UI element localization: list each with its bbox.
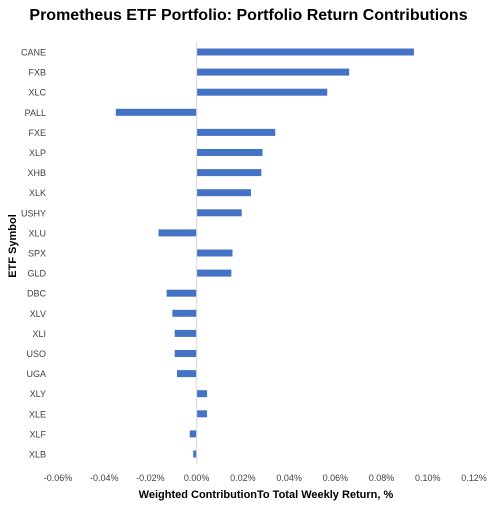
y-tick-label-ushy: USHY: [21, 208, 46, 218]
bar-xlc: [196, 88, 328, 96]
chart-title: Prometheus ETF Portfolio: Portfolio Retu…: [29, 7, 468, 24]
bar-xhb: [196, 169, 262, 177]
y-tick-label-uga: UGA: [26, 369, 46, 379]
bar-xlp: [196, 149, 263, 156]
bar-xli: [174, 329, 197, 337]
y-tick-label-xlb: XLB: [29, 450, 46, 460]
bar-fxe: [196, 128, 276, 136]
y-tick-label-xlc: XLC: [28, 88, 46, 98]
bar-spx: [196, 249, 233, 257]
bar-gld: [196, 269, 232, 277]
y-tick-label-pall: PALL: [25, 108, 46, 118]
x-tick-label: 0.06%: [323, 473, 349, 483]
bar-uga: [177, 370, 197, 378]
y-tick-label-xlp: XLP: [29, 148, 46, 158]
y-tick-label-xlv: XLV: [30, 309, 46, 319]
y-tick-label-xli: XLI: [32, 329, 46, 339]
bar-fxb: [196, 68, 350, 76]
y-tick-label-xle: XLE: [29, 409, 46, 419]
bar-xlu: [158, 229, 197, 237]
x-tick-label: 0.10%: [415, 473, 441, 483]
x-tick-label: 0.02%: [230, 473, 256, 483]
y-tick-label-xly: XLY: [30, 389, 46, 399]
bar-cane: [196, 48, 414, 56]
y-tick-label-xhb: XHB: [27, 168, 46, 178]
y-tick-label-dbc: DBC: [27, 289, 47, 299]
x-tick-label: 0.08%: [369, 473, 395, 483]
y-axis-label: ETF Symbol: [7, 214, 19, 278]
y-tick-label-fxe: FXE: [28, 128, 46, 138]
bar-xlk: [196, 189, 251, 197]
x-tick-label: 0.00%: [184, 473, 210, 483]
x-tick-label: -0.04%: [90, 473, 119, 483]
bar-xlb: [193, 450, 197, 458]
y-tick-label-xlf: XLF: [29, 429, 46, 439]
y-tick-label-fxb: FXB: [28, 68, 46, 78]
bar-uso: [174, 350, 197, 357]
x-tick-label: -0.06%: [44, 473, 73, 483]
y-tick-label-spx: SPX: [28, 249, 46, 259]
y-tick-label-xlk: XLK: [29, 188, 46, 198]
y-tick-label-uso: USO: [26, 349, 46, 359]
x-tick-label: 0.12%: [461, 473, 487, 483]
x-tick-label: 0.04%: [276, 473, 302, 483]
bar-pall: [115, 108, 197, 116]
y-tick-label-xlu: XLU: [28, 228, 46, 238]
bar-xlf: [189, 430, 197, 438]
bar-ushy: [196, 209, 242, 217]
y-tick-label-cane: CANE: [21, 48, 46, 58]
x-tick-label: -0.02%: [136, 473, 165, 483]
bar-xle: [196, 410, 208, 418]
bar-dbc: [166, 289, 197, 297]
y-tick-label-gld: GLD: [27, 269, 46, 279]
bar-xly: [196, 390, 208, 398]
bar-xlv: [172, 309, 197, 317]
x-axis-label: Weighted ContributionTo Total Weekly Ret…: [139, 489, 394, 501]
